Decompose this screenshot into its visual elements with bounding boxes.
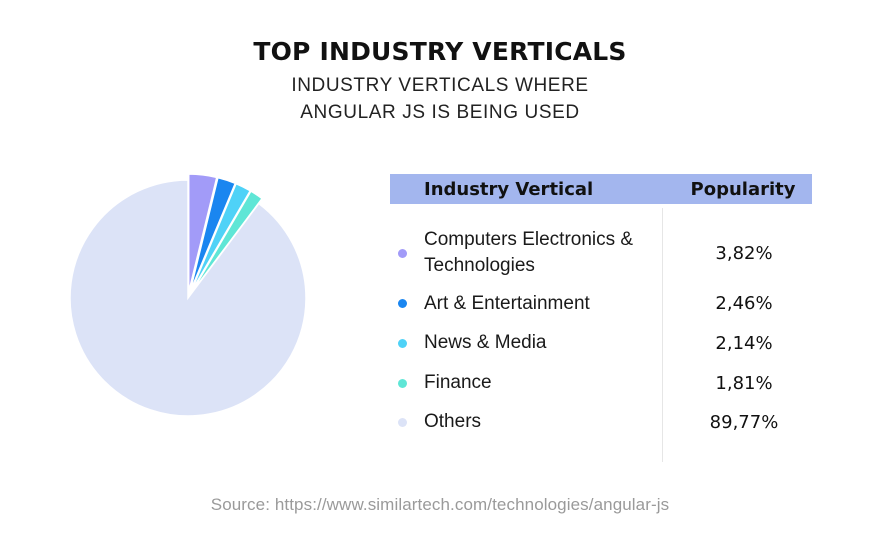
legend-value: 89,77%	[709, 411, 779, 433]
legend-row: News & Media 2,14%	[390, 323, 812, 363]
legend-value: 3,82%	[715, 242, 773, 264]
source-note: Source: https://www.similartech.com/tech…	[210, 495, 670, 514]
pie-chart	[69, 173, 307, 417]
legend-item: Finance	[390, 370, 660, 396]
legend-label: Art & Entertainment	[424, 292, 590, 314]
subtitle-line-1: INDUSTRY VERTICALS WHERE	[291, 75, 589, 96]
legend-label: Computers Electronics & Technologies	[424, 229, 634, 276]
legend-rows: Computers Electronics & Technologies 3,82…	[390, 204, 812, 441]
legend-dot-icon	[398, 299, 407, 308]
legend-item: Computers Electronics & Technologies	[390, 227, 660, 279]
legend-item: Others	[390, 409, 660, 435]
title-block: TOP INDUSTRY VERTICALS INDUSTRY VERTICAL…	[0, 36, 880, 126]
legend-row: Computers Electronics & Technologies 3,82…	[390, 222, 812, 284]
legend-row: Others 89,77%	[390, 403, 812, 441]
legend-row: Finance 1,81%	[390, 363, 812, 403]
legend-dot-icon	[398, 378, 407, 388]
legend-item: Art & Entertainment	[390, 291, 660, 317]
chart-subtitle: INDUSTRY VERTICALS WHERE ANGULAR JS IS B…	[0, 72, 880, 126]
column-header-popularity: Popularity	[690, 178, 796, 200]
chart-title: TOP INDUSTRY VERTICALS	[253, 37, 627, 66]
legend-table: Industry Vertical Popularity Computers E…	[390, 174, 812, 462]
legend-value: 1,81%	[715, 372, 773, 394]
legend-dot-icon	[398, 338, 407, 348]
legend-label: News & Media	[424, 332, 547, 353]
pie-slice	[187, 173, 218, 293]
legend-value: 2,46%	[715, 293, 773, 314]
subtitle-line-2: ANGULAR JS IS BEING USED	[300, 102, 580, 123]
pie-slice	[190, 190, 264, 294]
legend-table-header: Industry Vertical Popularity	[390, 174, 812, 204]
pie-slice	[69, 179, 307, 417]
legend-row: Art & Entertainment 2,46%	[390, 284, 812, 323]
legend-dot-icon	[398, 417, 407, 427]
legend-value: 2,14%	[715, 332, 773, 354]
legend-label: Finance	[424, 372, 492, 393]
column-header-industry-vertical: Industry Vertical	[424, 178, 594, 200]
legend-item: News & Media	[390, 330, 660, 356]
legend-dot-icon	[398, 248, 407, 258]
legend-label: Others	[424, 411, 482, 432]
pie-slice	[189, 176, 237, 293]
column-divider	[662, 208, 663, 462]
